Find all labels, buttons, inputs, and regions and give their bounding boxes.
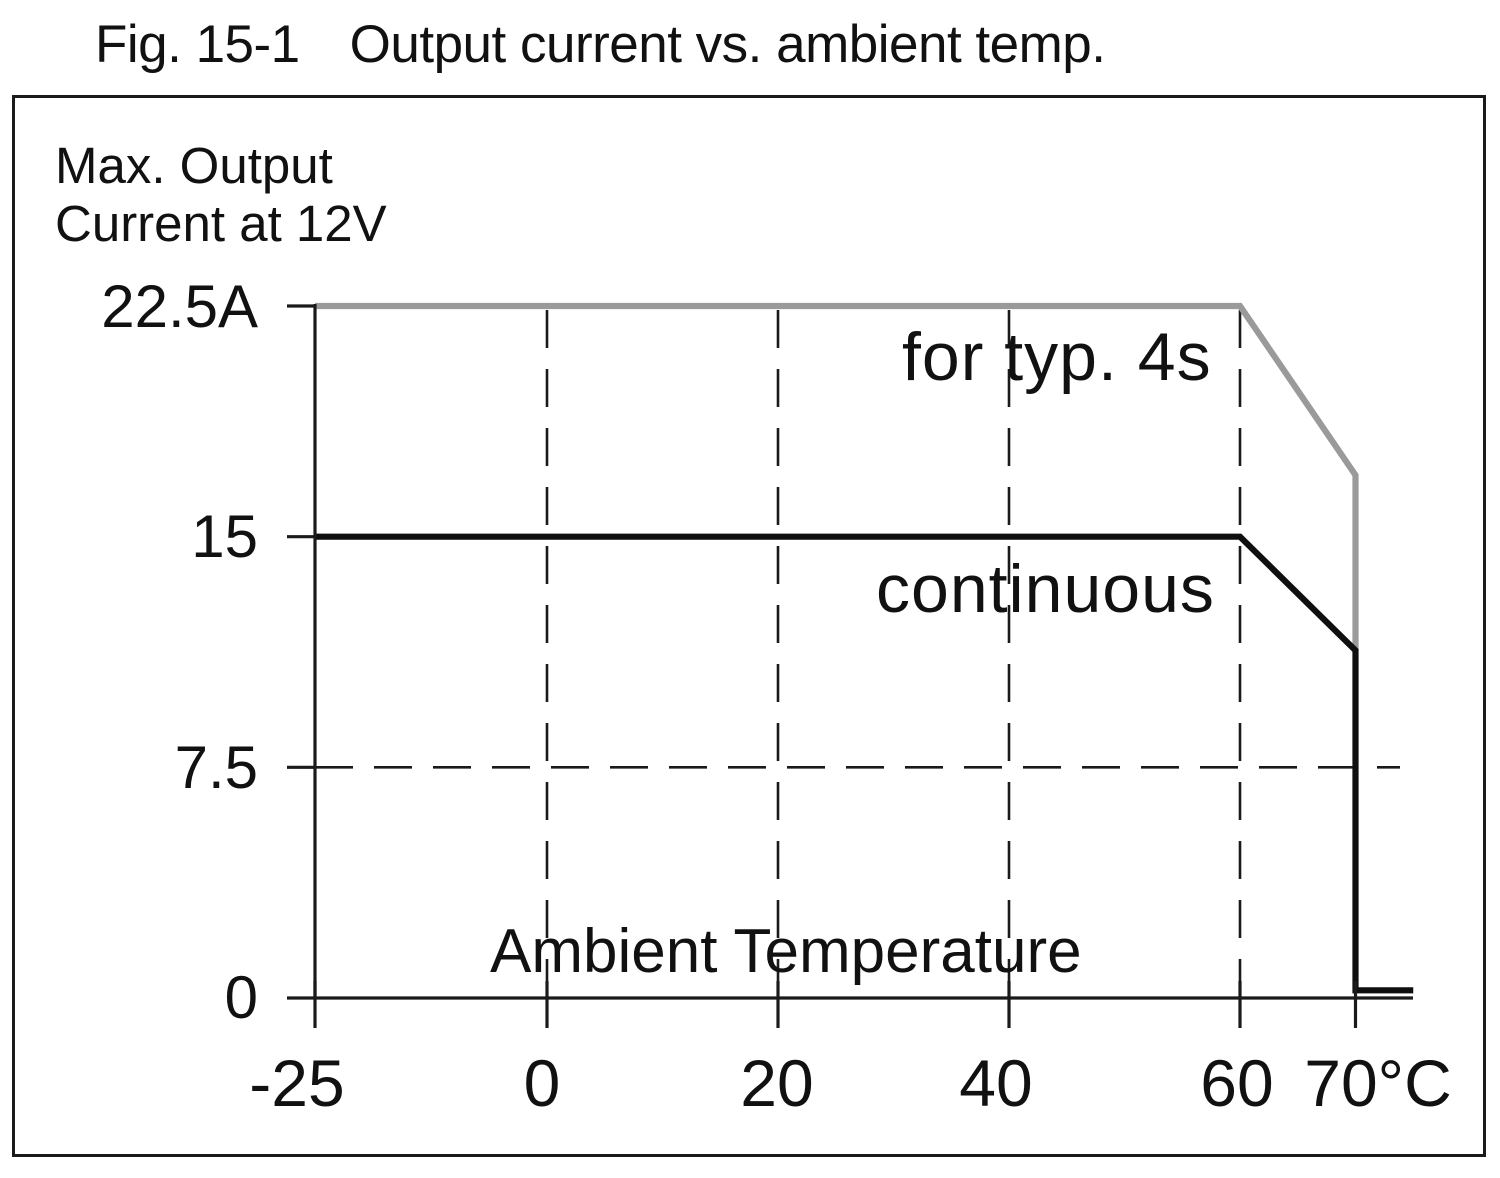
x-tick-label: 60 [1200, 1046, 1274, 1120]
figure-title: Fig. 15-1 Output current vs. ambient tem… [95, 14, 1106, 75]
y-tick-label: 7.5 [174, 734, 258, 801]
continuous-curve-label: continuous [876, 551, 1215, 627]
x-tick-label: 70°C [1304, 1046, 1452, 1120]
figure-title-text: Output current vs. ambient temp. [349, 15, 1106, 74]
x-tick-label: 0 [523, 1046, 561, 1120]
peak-curve-label: for typ. 4s [902, 319, 1212, 395]
x-tick-label: 40 [959, 1046, 1033, 1120]
y-tick-label: 15 [191, 503, 258, 570]
figure-number: Fig. 15-1 [95, 15, 300, 74]
y-tick-label: 0 [224, 964, 258, 1031]
y-axis-title-line1: Max. Output [55, 137, 333, 194]
y-tick-label: 22.5A [101, 273, 258, 340]
x-axis-label: Ambient Temperature [490, 917, 1082, 986]
x-tick-label: -25 [249, 1046, 345, 1120]
x-tick-label: 20 [740, 1046, 814, 1120]
y-axis-title: Max. Output Current at 12V [55, 137, 387, 253]
y-axis-title-line2: Current at 12V [55, 195, 387, 252]
